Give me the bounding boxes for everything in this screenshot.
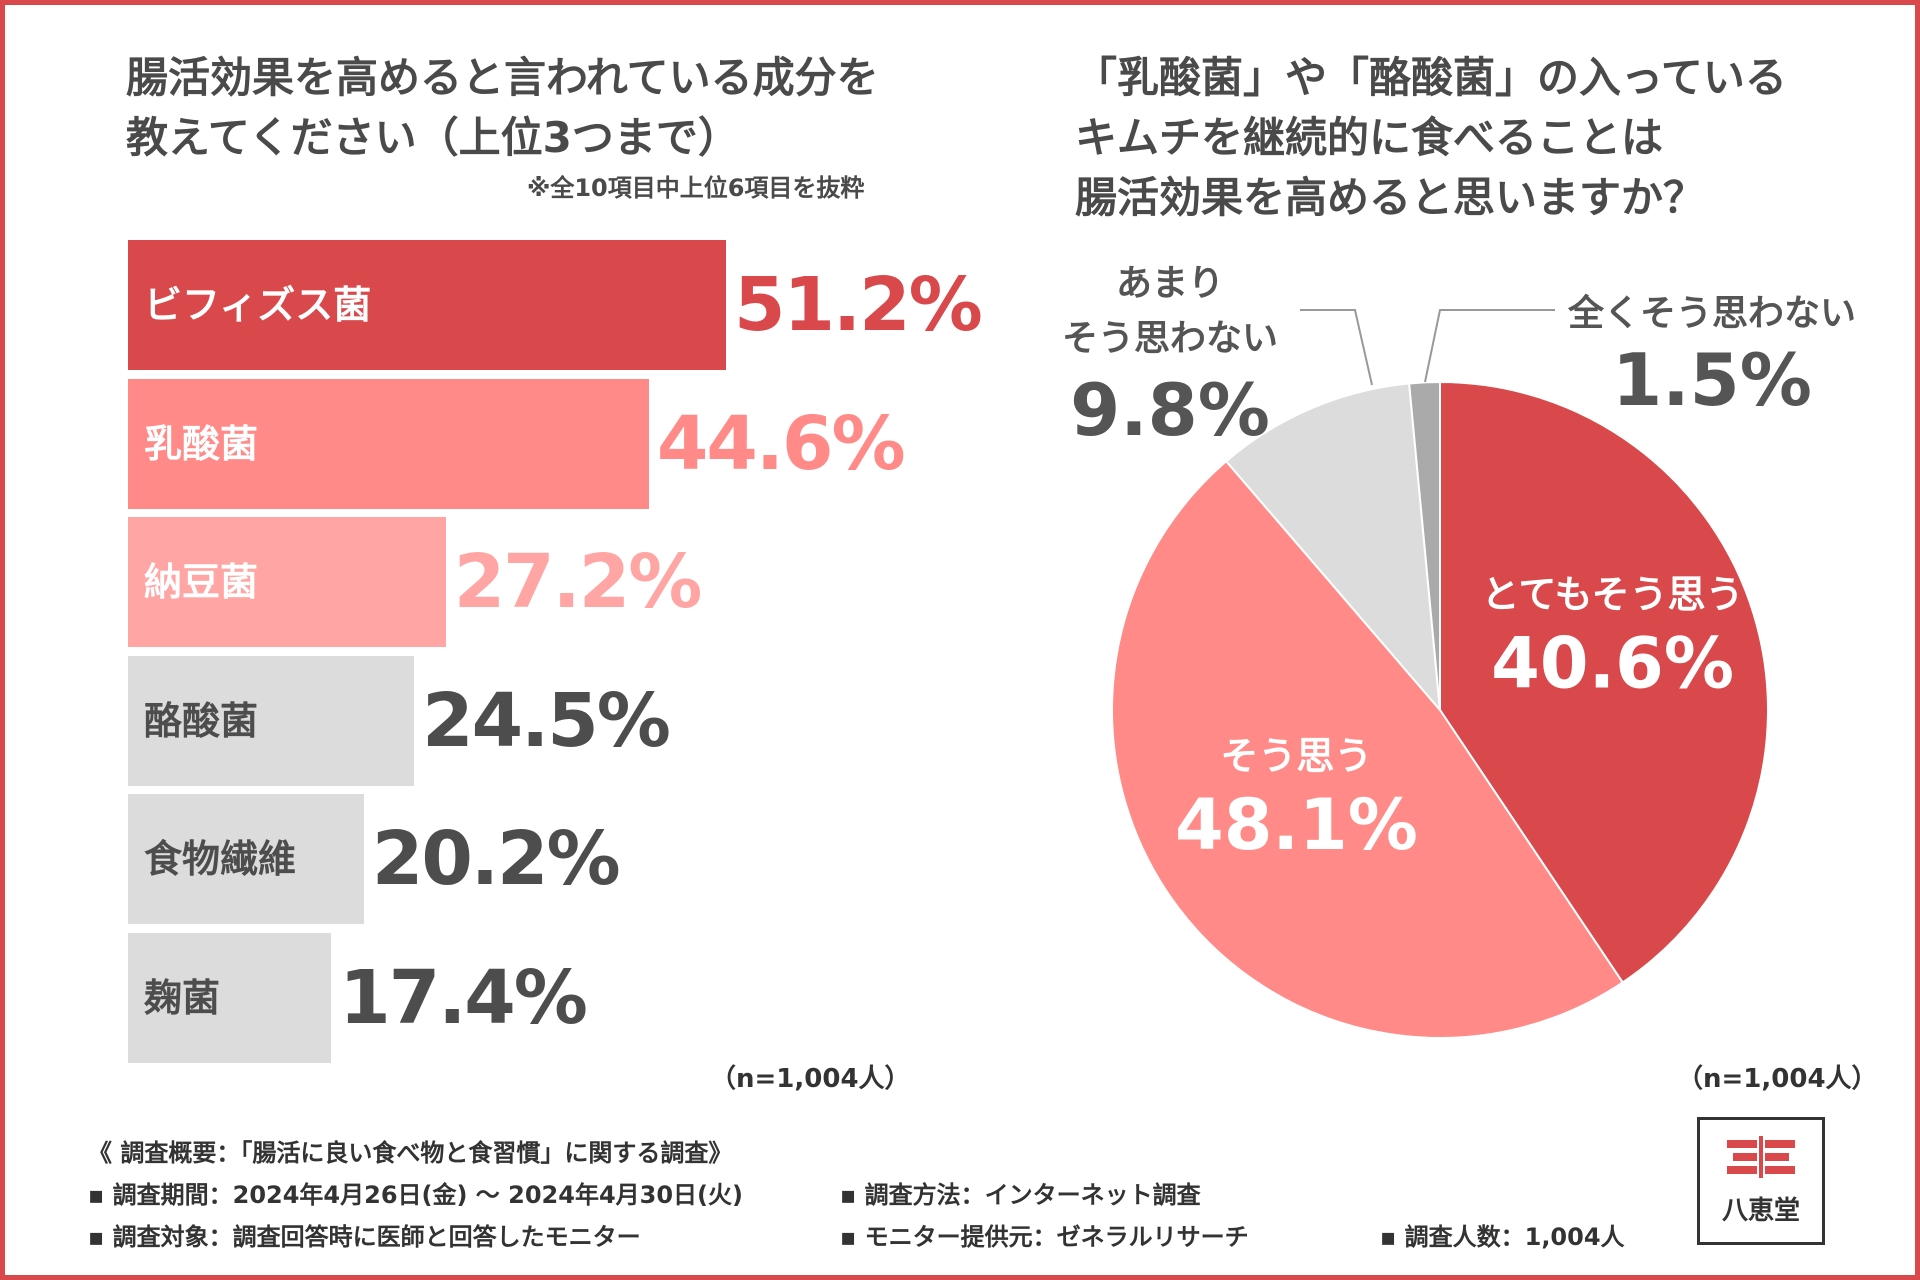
bar [128, 517, 446, 647]
pie-slice [1224, 382, 1442, 714]
survey-period: ▪ 調査期間：2024年4月26日(金) ～ 2024年4月30日(火) [88, 1181, 743, 1209]
pie-slice-value: 9.8% [1070, 368, 1270, 452]
pie-chart-title-line2: キムチを継続的に食べることは [1075, 113, 1664, 162]
bar-category-label: 麹菌 [144, 975, 221, 1020]
bar-chart-note: ※全10項目中上位6項目を抜粋 [527, 174, 865, 202]
bar [128, 655, 415, 786]
bar-value-label: 27.2% [453, 539, 703, 625]
bar-category-label: 酪酸菌 [144, 698, 259, 743]
pie-slice-value: 40.6% [1491, 622, 1734, 704]
bar [128, 932, 332, 1063]
bar [128, 378, 649, 509]
pie-chart-title-line3: 腸活効果を高めると思いますか？ [1075, 173, 1706, 222]
bar-value-label: 44.6% [656, 400, 906, 487]
bar-chart-title-line2: 教えてください（上位3つまで） [126, 113, 740, 162]
survey-method: ▪ 調査方法：インターネット調査 [840, 1181, 1201, 1209]
bar-value-label: 17.4% [339, 954, 588, 1041]
bar-category-label: 食物繊維 [144, 837, 297, 881]
pie-chart-title-line1: 「乳酸菌」や「酪酸菌」の入っている [1075, 53, 1787, 102]
bar-value-label: 51.2% [734, 262, 983, 348]
company-logo: 八恵堂 [1697, 1117, 1825, 1245]
pie-slice [1408, 380, 1441, 711]
monitor-provider: ▪ モニター提供元：ゼネラルリサーチ [840, 1223, 1249, 1251]
leader-line [1300, 309, 1373, 386]
bar [128, 794, 364, 924]
survey-target: ▪ 調査対象：調査回答時に医師と回答したモニター [88, 1223, 641, 1251]
survey-summary-heading: 《 調査概要：「腸活に良い食べ物と食習慣」に関する調査》 [88, 1139, 733, 1167]
bar-value-label: 24.5% [422, 677, 671, 764]
pie-chart-title: 「乳酸菌」や「酪酸菌」の入っている キムチを継続的に食べることは 腸活効果を高め… [1075, 48, 1787, 228]
bar-category-label: 納豆菌 [144, 560, 259, 604]
logo-text: 八恵堂 [1721, 1196, 1800, 1226]
pie-slice [1111, 459, 1625, 1040]
bar [128, 240, 726, 370]
pie-slice-value: 1.5% [1612, 338, 1812, 422]
pie-chart-sample-size: （n=1,004人） [1677, 1064, 1878, 1094]
bar-category-label: ビフィズス菌 [144, 283, 372, 327]
pie-slice [1439, 380, 1769, 984]
pie-slice-name: そう思わない [1062, 318, 1278, 359]
pie-slice-name: あまり [1116, 263, 1224, 304]
bar-chart-title: 腸活効果を高めると言われている成分を 教えてください（上位3つまで） [126, 48, 879, 168]
bar-category-label: 乳酸菌 [144, 421, 259, 466]
pie-slice-name: 全くそう思わない [1567, 292, 1856, 334]
pie-slice-name: そう思う [1220, 734, 1372, 778]
logo-mark-icon [1727, 1136, 1795, 1178]
survey-count: ▪ 調査人数：1,004人 [1380, 1223, 1625, 1251]
bar-chart-sample-size: （n=1,004人） [710, 1064, 911, 1094]
bar-value-label: 20.2% [371, 816, 621, 902]
bar-chart-title-line1: 腸活効果を高めると言われている成分を [126, 53, 879, 102]
pie-slice-name: とてもそう思う [1481, 572, 1743, 616]
leader-line [1424, 309, 1555, 383]
pie-slice-value: 48.1% [1175, 784, 1418, 866]
